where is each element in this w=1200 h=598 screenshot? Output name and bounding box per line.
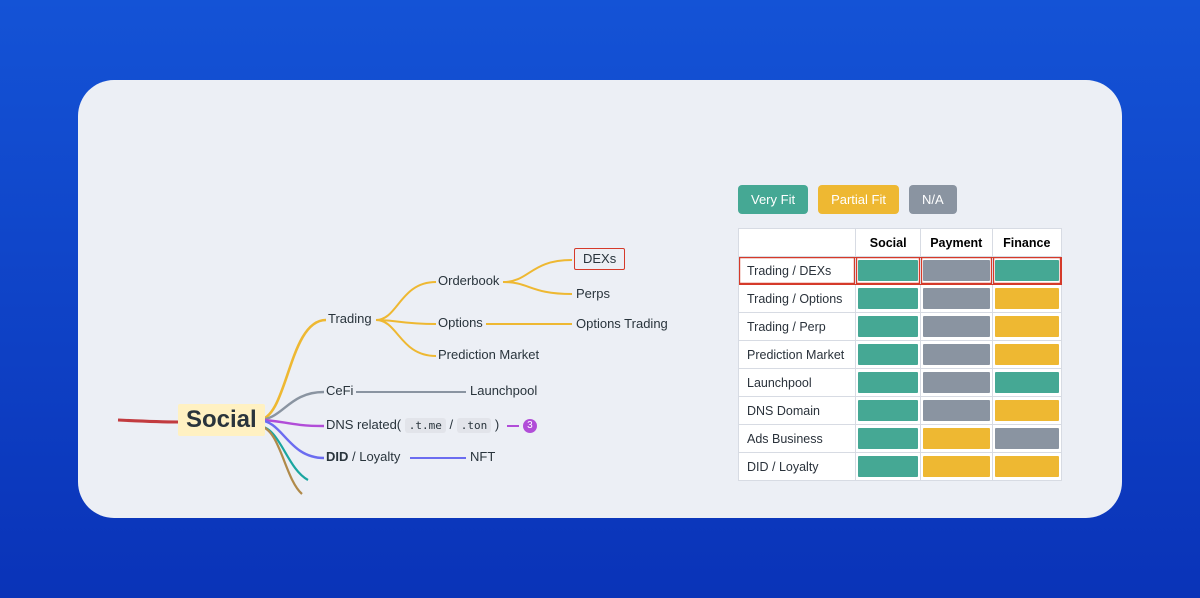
- fit-cell: [992, 313, 1061, 341]
- node-options-trading: Options Trading: [576, 317, 668, 330]
- fit-table: SocialPaymentFinance Trading / DEXsTradi…: [738, 228, 1062, 481]
- fit-cell: [992, 425, 1061, 453]
- col-label: [739, 229, 856, 257]
- fit-table-body: Trading / DEXsTrading / OptionsTrading /…: [739, 257, 1062, 481]
- dns-suffix: ): [495, 417, 499, 432]
- node-perps: Perps: [576, 287, 610, 300]
- fit-cell: [920, 313, 992, 341]
- table-row: Launchpool: [739, 369, 1062, 397]
- table-row: DNS Domain: [739, 397, 1062, 425]
- row-label: Trading / DEXs: [739, 257, 856, 285]
- fit-cell: [856, 453, 921, 481]
- table-row: Trading / Options: [739, 285, 1062, 313]
- fit-cell: [920, 425, 992, 453]
- fit-cell: [856, 369, 921, 397]
- node-did-loyalty: DID / Loyalty: [326, 450, 400, 463]
- mindmap-root: Social: [178, 404, 265, 436]
- node-trading: Trading: [328, 312, 372, 325]
- fit-cell: [856, 341, 921, 369]
- row-label: Ads Business: [739, 425, 856, 453]
- table-row: Prediction Market: [739, 341, 1062, 369]
- fit-cell: [920, 285, 992, 313]
- fit-cell: [856, 285, 921, 313]
- row-label: Launchpool: [739, 369, 856, 397]
- stage: Social Trading Orderbook DEXs Perps Opti…: [0, 0, 1200, 598]
- dns-badge: 3: [523, 419, 537, 433]
- node-dexs: DEXs: [574, 248, 625, 270]
- row-label: Prediction Market: [739, 341, 856, 369]
- legend-partial-fit: Partial Fit: [818, 185, 899, 214]
- node-launchpool: Launchpool: [470, 384, 537, 397]
- fit-cell: [856, 257, 921, 285]
- fit-panel: Very Fit Partial Fit N/A SocialPaymentFi…: [738, 185, 1068, 481]
- row-label: DNS Domain: [739, 397, 856, 425]
- fit-legend: Very Fit Partial Fit N/A: [738, 185, 1068, 214]
- legend-na: N/A: [909, 185, 957, 214]
- dns-prefix: DNS related(: [326, 417, 401, 432]
- node-options: Options: [438, 316, 483, 329]
- dns-badge-connector: [507, 425, 519, 427]
- dns-code-1: .t.me: [405, 418, 446, 433]
- row-label: Trading / Options: [739, 285, 856, 313]
- did-bold: DID: [326, 449, 348, 464]
- fit-table-head: SocialPaymentFinance: [739, 229, 1062, 257]
- table-row: Ads Business: [739, 425, 1062, 453]
- dns-code-2: .ton: [457, 418, 492, 433]
- fit-cell: [920, 453, 992, 481]
- fit-cell: [856, 397, 921, 425]
- node-orderbook: Orderbook: [438, 274, 499, 287]
- fit-cell: [992, 453, 1061, 481]
- fit-cell: [920, 369, 992, 397]
- table-row: Trading / Perp: [739, 313, 1062, 341]
- fit-cell: [992, 285, 1061, 313]
- node-dns-related: DNS related( .t.me / .ton ) 3: [326, 418, 537, 433]
- node-prediction-market: Prediction Market: [438, 348, 539, 361]
- fit-cell: [992, 257, 1061, 285]
- fit-cell: [992, 397, 1061, 425]
- fit-cell: [856, 313, 921, 341]
- node-nft: NFT: [470, 450, 495, 463]
- col-finance: Finance: [992, 229, 1061, 257]
- fit-cell: [992, 369, 1061, 397]
- row-label: DID / Loyalty: [739, 453, 856, 481]
- col-social: Social: [856, 229, 921, 257]
- fit-cell: [856, 425, 921, 453]
- legend-very-fit: Very Fit: [738, 185, 808, 214]
- fit-cell: [920, 397, 992, 425]
- table-row: Trading / DEXs: [739, 257, 1062, 285]
- mindmap: Social Trading Orderbook DEXs Perps Opti…: [78, 80, 698, 518]
- node-cefi: CeFi: [326, 384, 353, 397]
- col-payment: Payment: [920, 229, 992, 257]
- did-rest: / Loyalty: [348, 449, 400, 464]
- row-label: Trading / Perp: [739, 313, 856, 341]
- table-row: DID / Loyalty: [739, 453, 1062, 481]
- fit-cell: [920, 341, 992, 369]
- content-card: Social Trading Orderbook DEXs Perps Opti…: [78, 80, 1122, 518]
- fit-cell: [920, 257, 992, 285]
- dns-sep: /: [450, 417, 454, 432]
- fit-cell: [992, 341, 1061, 369]
